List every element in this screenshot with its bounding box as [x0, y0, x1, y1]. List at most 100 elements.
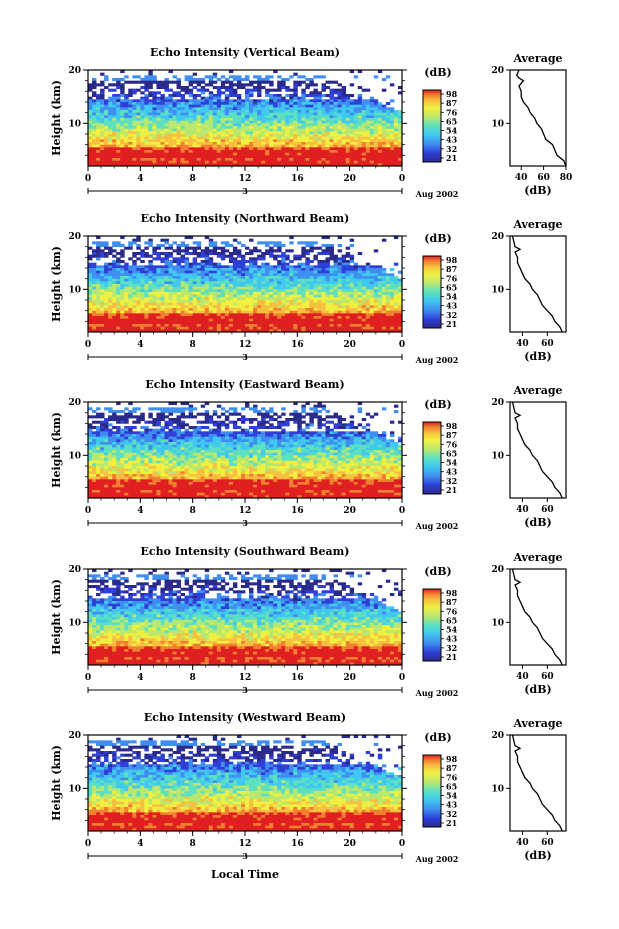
heatmap-cell [88, 115, 93, 119]
heatmap-cell [176, 302, 181, 306]
heatmap-cell [208, 126, 214, 130]
heatmap-cell [132, 262, 137, 266]
heatmap-cell [345, 254, 351, 258]
heatmap-cell [112, 99, 117, 103]
heatmap-cell [120, 260, 125, 264]
heatmap-cell [269, 270, 274, 274]
heatmap-cell [317, 300, 322, 304]
heatmap-cell [273, 123, 278, 127]
heatmap-cell [381, 324, 387, 328]
heatmap-cell [249, 91, 254, 95]
heatmap-cell [216, 273, 222, 277]
heatmap-cell [325, 131, 330, 135]
heatmap-cell [240, 294, 246, 298]
heatmap-cell [164, 120, 169, 124]
heatmap-cell [168, 268, 173, 272]
heatmap-cell [289, 286, 294, 290]
heatmap-cell [305, 155, 310, 159]
heatmap-cell [325, 112, 330, 116]
heatmap-cell [128, 134, 133, 138]
heatmap-cell [232, 276, 238, 280]
colorbar-tick-label: 32 [446, 310, 457, 320]
heatmap-cell [92, 150, 97, 154]
heatmap-cell [309, 305, 314, 309]
heatmap-cell [192, 308, 198, 312]
heatmap-cell [124, 158, 129, 162]
heatmap-cell [112, 316, 117, 320]
heatmap-cell [156, 257, 161, 261]
heatmap-cell [377, 284, 383, 288]
heatmap-cell [104, 126, 109, 130]
heatmap-cell [88, 112, 93, 116]
heatmap-cell [140, 134, 145, 138]
heatmap-cell [100, 484, 105, 488]
heatmap-cell [265, 88, 270, 92]
heatmap-cell [100, 144, 105, 148]
heatmap-cell [176, 160, 181, 164]
heatmap-cell [200, 102, 206, 106]
heatmap-cell [285, 265, 290, 269]
heatmap-cell [397, 270, 403, 274]
heatmap-cell [389, 300, 395, 304]
heatmap-cell [164, 318, 169, 322]
heatmap-cell [369, 313, 375, 317]
heatmap-cell [92, 305, 97, 309]
heatmap-cell [257, 120, 262, 124]
heatmap-cell [373, 286, 379, 290]
heatmap-cell [188, 78, 194, 82]
heatmap-cell [253, 276, 258, 280]
heatmap-cell [228, 104, 234, 108]
heatmap-cell [261, 329, 266, 333]
heatmap-cell [120, 107, 125, 111]
heatmap-cell [112, 324, 117, 328]
heatmap-cell [337, 150, 343, 154]
heatmap-cell [245, 144, 250, 148]
heatmap-cell [277, 289, 282, 293]
heatmap-cell [96, 160, 101, 164]
heatmap-cell [273, 131, 278, 135]
heatmap-cell [168, 265, 173, 269]
heatmap-cell [309, 163, 314, 167]
heatmap-cell [232, 318, 238, 322]
colorbar [422, 255, 442, 329]
heatmap-cell [357, 302, 363, 306]
heatmap-cell [96, 289, 101, 293]
heatmap-cell [100, 83, 105, 87]
heatmap-cell [120, 88, 125, 92]
heatmap-cell [88, 466, 93, 470]
heatmap-cell [377, 120, 383, 124]
heatmap-cell [136, 252, 141, 256]
heatmap-cell [88, 450, 93, 454]
heatmap-cell [208, 244, 214, 248]
heatmap-cell [100, 99, 105, 103]
heatmap-cell [232, 128, 238, 132]
heatmap-cell [281, 313, 286, 317]
heatmap-cell [232, 292, 238, 296]
colorbar-tick-label: 21 [446, 153, 457, 163]
heatmap-cell [333, 80, 338, 84]
heatmap-cell [261, 292, 266, 296]
heatmap-cell [381, 144, 387, 148]
heatmap-cell [132, 128, 137, 132]
heatmap-cell [196, 305, 202, 309]
heatmap-cell [297, 150, 302, 154]
heatmap-cell [144, 110, 149, 114]
heatmap-cell [389, 136, 395, 140]
heatmap-cell [184, 86, 190, 90]
heatmap-cell [313, 83, 318, 87]
heatmap-cell [140, 265, 145, 269]
heatmap-cell [140, 78, 145, 82]
heatmap-cell [152, 281, 157, 285]
heatmap-cell [329, 94, 334, 98]
heatmap-cell [345, 313, 351, 317]
heatmap-cell [88, 160, 93, 164]
heatmap-cell [329, 294, 334, 298]
average-x-tick-label: 60 [537, 173, 550, 183]
heatmap-cell [232, 278, 238, 282]
heatmap-cell [373, 120, 379, 124]
heatmap-cell [349, 150, 355, 154]
heatmap-cell [128, 289, 133, 293]
heatmap-cell [313, 158, 318, 162]
heatmap-cell [325, 158, 330, 162]
heatmap-cell [329, 112, 334, 116]
